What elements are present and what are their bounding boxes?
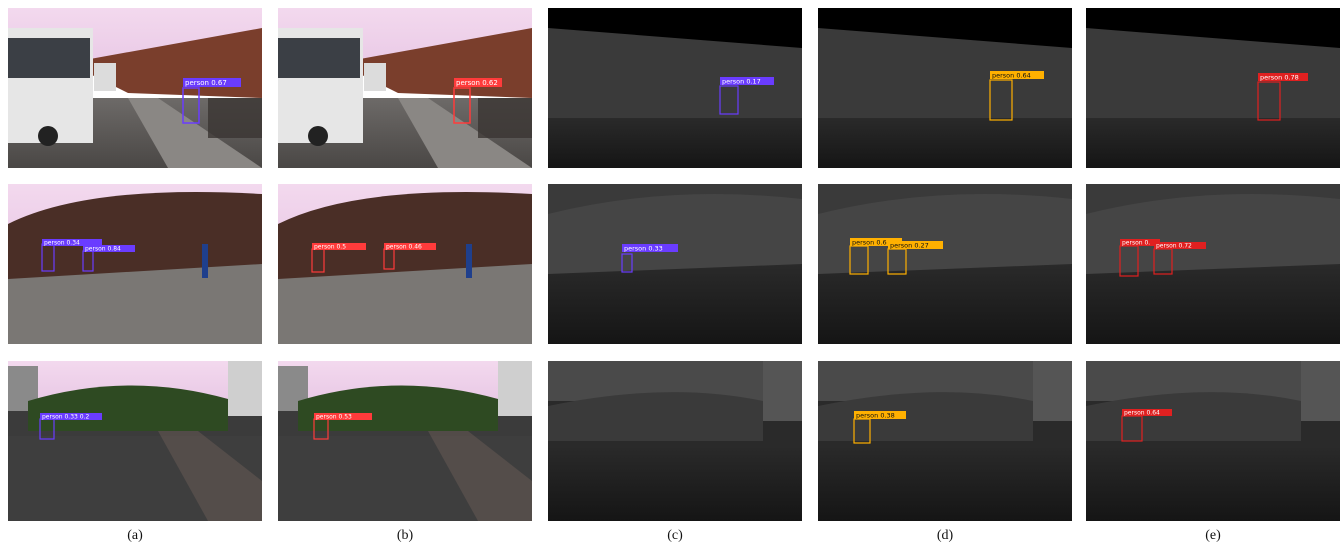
image-r1-d-thermal: person 0.64 xyxy=(818,8,1072,168)
detection-label: person 0.34 xyxy=(44,240,80,247)
detection-label: person 0.46 xyxy=(386,244,422,251)
caption-d: (d) xyxy=(936,528,954,543)
image-r2-d-thermal: person 0.6 person 0.27 xyxy=(818,184,1072,344)
detection-label: person 0.33 0.2 xyxy=(42,414,89,421)
image-r3-b-rgb: person 0.53 xyxy=(278,361,532,521)
detection-label: person 0.27 xyxy=(890,242,929,250)
image-r3-e-thermal: person 0.64 xyxy=(1086,361,1340,521)
detection-label: person 0.5 xyxy=(314,244,346,251)
detection-label: person 0.84 xyxy=(85,246,121,253)
detection-label: person 0. xyxy=(1122,240,1150,247)
caption-b: (b) xyxy=(396,528,414,543)
image-r1-e-thermal: person 0.78 xyxy=(1086,8,1340,168)
detection-label: person 0.67 xyxy=(185,79,227,87)
detection-label: person 0.64 xyxy=(1124,410,1160,417)
image-r3-d-thermal: person 0.38 xyxy=(818,361,1072,521)
detection-label: person 0.62 xyxy=(456,79,498,87)
image-r2-c-thermal: person 0.33 xyxy=(548,184,802,344)
image-r1-c-thermal: person 0.17 xyxy=(548,8,802,168)
image-r1-a-rgb: person 0.67 xyxy=(8,8,262,168)
detection-label: person 0.17 xyxy=(722,78,761,86)
image-r1-b-rgb: person 0.62 xyxy=(278,8,532,168)
caption-c: (c) xyxy=(667,528,683,543)
detection-label: person 0.72 xyxy=(1156,243,1192,250)
caption-e: (e) xyxy=(1205,528,1221,543)
image-r2-a-rgb: person 0.34 person 0.84 xyxy=(8,184,262,344)
image-r3-a-rgb: person 0.33 0.2 xyxy=(8,361,262,521)
image-r2-b-rgb: person 0.5 person 0.46 xyxy=(278,184,532,344)
detection-label: person 0.78 xyxy=(1260,74,1299,82)
caption-a: (a) xyxy=(127,528,143,543)
detection-label: person 0.64 xyxy=(992,72,1031,80)
detection-label: person 0.53 xyxy=(316,414,352,421)
detection-label: person 0.6 xyxy=(852,239,887,247)
detection-label: person 0.38 xyxy=(856,412,895,420)
image-r2-e-thermal: person 0. person 0.72 xyxy=(1086,184,1340,344)
detection-label: person 0.33 xyxy=(624,245,663,253)
image-r3-c-thermal xyxy=(548,361,802,521)
